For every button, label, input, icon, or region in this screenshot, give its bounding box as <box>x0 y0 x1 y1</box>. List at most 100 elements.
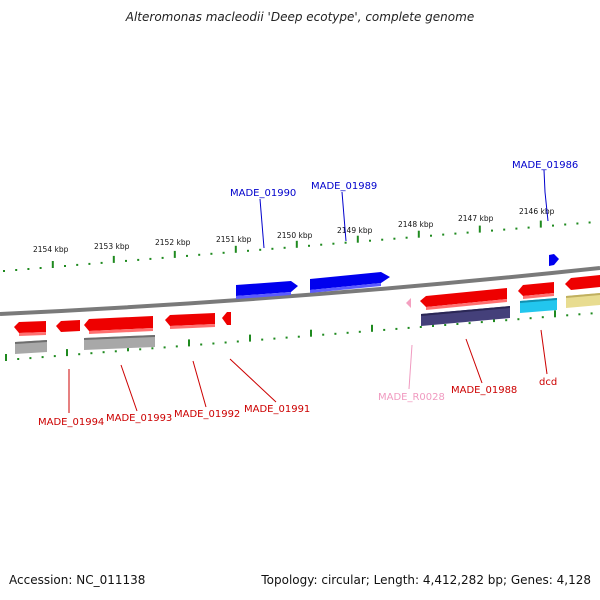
scale-minor-tick <box>161 256 164 259</box>
scale-minor-tick <box>320 243 323 246</box>
scale-minor-tick <box>346 331 349 334</box>
scale-minor-tick <box>308 244 310 247</box>
scale-minor-tick <box>198 253 201 256</box>
gene-arrow-partial-right[interactable] <box>565 275 600 290</box>
scale-minor-tick <box>517 318 520 321</box>
lower-scale-ticks <box>5 310 593 361</box>
gene-label-made-01988[interactable]: MADE_01988 <box>451 385 517 396</box>
leader-line-made-01989 <box>341 191 347 242</box>
scale-major-tick <box>66 349 68 357</box>
gene-arrow-made-01986[interactable] <box>549 254 559 266</box>
scale-major-tick <box>188 339 190 347</box>
scale-minor-tick <box>407 326 410 329</box>
cds-box-made-01993-top <box>84 335 155 340</box>
scale-minor-tick <box>578 313 581 316</box>
scale-minor-tick <box>541 316 544 319</box>
gene-label-made-r0028[interactable]: MADE_R0028 <box>378 392 445 403</box>
scale-minor-tick <box>576 222 579 225</box>
scale-minor-tick <box>454 232 457 235</box>
upper-scale-ticks <box>3 220 591 272</box>
scale-minor-tick <box>430 234 432 237</box>
scale-minor-tick <box>212 342 215 345</box>
scale-minor-tick <box>405 236 408 239</box>
gene-arrow-made-01988-shade <box>426 299 507 310</box>
scale-major-tick <box>173 250 176 258</box>
gene-arrow-made-r0028[interactable] <box>406 298 411 308</box>
gene-label-made-01993[interactable]: MADE_01993 <box>106 413 172 424</box>
scale-minor-tick <box>480 321 483 324</box>
gene-label-made-01991[interactable]: MADE_01991 <box>244 404 310 415</box>
leader-lines <box>68 169 549 413</box>
leader-line-made-r0028 <box>408 344 413 390</box>
scale-major-tick <box>478 225 481 233</box>
scale-minor-tick <box>186 254 188 257</box>
cds-box-made-01988[interactable] <box>421 306 510 326</box>
scale-minor-tick <box>442 233 445 236</box>
scale-minor-tick <box>236 340 239 343</box>
scale-minor-tick <box>468 322 471 325</box>
scale-minor-tick <box>588 221 591 224</box>
scale-minor-tick <box>76 263 79 266</box>
scale-tick-label: 2154 kbp <box>33 245 69 254</box>
gene-label-dcd[interactable]: dcd <box>539 377 557 388</box>
scale-major-tick <box>51 261 54 268</box>
scale-major-tick <box>371 324 373 332</box>
scale-minor-tick <box>114 350 117 353</box>
scale-tick-label: 2152 kbp <box>155 238 191 247</box>
gene-arrow-made-01988[interactable] <box>420 288 507 307</box>
scale-major-tick <box>249 334 251 342</box>
gene-arrow-made-01992[interactable] <box>165 313 215 326</box>
scale-minor-tick <box>283 246 286 249</box>
gene-arrow-made-01989[interactable] <box>310 272 390 290</box>
leader-line-made-01988 <box>465 338 483 384</box>
gene-arrow-made-01994b[interactable] <box>56 320 80 332</box>
scale-minor-tick <box>322 333 325 336</box>
gene-label-made-01989[interactable]: MADE_01989 <box>311 181 377 192</box>
gene-label-made-01986[interactable]: MADE_01986 <box>512 160 578 171</box>
scale-minor-tick <box>271 247 274 250</box>
scale-minor-tick <box>381 238 384 241</box>
scale-major-tick <box>310 329 312 337</box>
scale-minor-tick <box>200 343 203 346</box>
scale-major-tick <box>356 235 359 243</box>
scale-minor-tick <box>369 239 371 242</box>
scale-minor-tick <box>151 347 154 350</box>
scale-major-tick <box>554 310 556 318</box>
gene-arrow-made-01991[interactable] <box>222 312 231 325</box>
scale-minor-tick <box>383 328 386 331</box>
scale-tick-label: 2146 kbp <box>519 207 555 216</box>
gene-arrow-made-01990[interactable] <box>236 281 298 296</box>
scale-minor-tick <box>419 326 422 328</box>
scale-minor-tick <box>17 358 20 360</box>
gene-label-made-01990[interactable]: MADE_01990 <box>230 188 296 199</box>
scale-minor-tick <box>90 352 93 355</box>
scale-minor-tick <box>137 258 140 261</box>
cds-features <box>15 293 600 354</box>
scale-minor-tick <box>261 338 264 341</box>
scale-minor-tick <box>273 337 276 340</box>
cds-box-right-top <box>566 293 600 298</box>
gene-arrow-made-01990-shade <box>236 292 291 299</box>
scale-minor-tick <box>247 249 249 252</box>
scale-minor-tick <box>29 357 32 360</box>
scale-minor-tick <box>39 267 42 269</box>
gene-arrow-made-01993[interactable] <box>84 316 153 331</box>
scale-minor-tick <box>27 268 30 270</box>
scale-major-tick <box>5 354 7 361</box>
scale-minor-tick <box>100 261 103 264</box>
scale-minor-tick <box>358 330 361 333</box>
gene-arrow-dcd[interactable] <box>518 282 554 296</box>
scale-minor-tick <box>590 312 593 315</box>
scale-minor-tick <box>3 270 5 272</box>
gene-label-made-01994[interactable]: MADE_01994 <box>38 417 104 428</box>
scale-minor-tick <box>466 231 469 234</box>
scale-major-tick <box>539 220 542 228</box>
scale-major-tick <box>234 245 237 253</box>
gene-arrow-made-01994[interactable] <box>14 321 46 333</box>
scale-minor-tick <box>41 356 44 359</box>
scale-minor-tick <box>344 241 347 244</box>
gene-label-made-01992[interactable]: MADE_01992 <box>174 409 240 420</box>
leader-line-made-01990 <box>259 198 265 249</box>
scale-minor-tick <box>503 228 506 231</box>
